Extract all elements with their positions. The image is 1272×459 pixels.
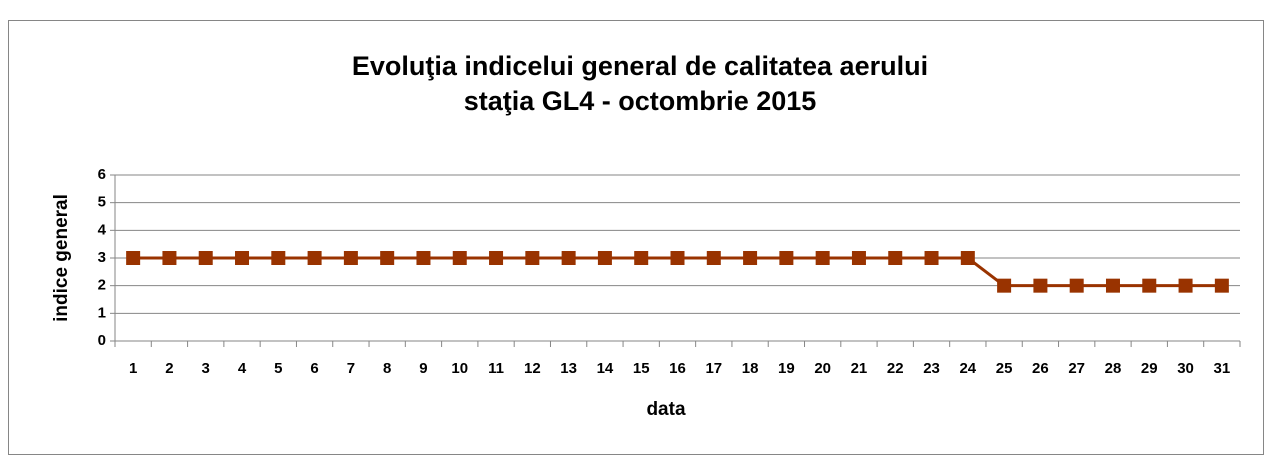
marker [1214,278,1229,293]
marker [452,251,467,265]
x-tick-label: 25 [996,360,1013,377]
x-tick-label: 13 [560,360,577,377]
marker [162,251,177,265]
x-tick-label: 30 [1177,360,1194,377]
x-tick-label: 18 [742,360,759,377]
x-tick-label: 19 [778,360,795,377]
y-tick-label: 1 [98,304,106,321]
x-tick-label: 1 [129,360,137,377]
y-tick-label: 0 [98,332,106,349]
marker [706,251,721,265]
marker [271,251,286,265]
x-tick-label: 15 [633,360,650,377]
marker [634,251,649,265]
x-tick-label: 7 [347,360,355,377]
marker [597,251,612,265]
marker [416,251,431,265]
x-tick-label: 27 [1068,360,1085,377]
x-tick-label: 4 [238,360,247,377]
marker [960,251,975,265]
marker [743,251,758,265]
marker [235,251,250,265]
x-tick-label: 5 [274,360,282,377]
x-tick-label: 28 [1105,360,1122,377]
x-tick-label: 11 [488,360,504,377]
x-tick-label: 29 [1141,360,1158,377]
marker [815,251,830,265]
x-tick-label: 21 [851,360,868,377]
marker [343,251,358,265]
marker [924,251,939,265]
marker [888,251,903,265]
marker [198,251,213,265]
marker [1033,278,1048,293]
x-tick-label: 16 [669,360,686,377]
y-tick-label: 4 [98,221,107,238]
x-tick-label: 8 [383,360,391,377]
marker [126,251,141,265]
chart-title: Evoluţia indicelui general de calitatea … [352,51,928,81]
x-tick-label: 17 [705,360,722,377]
x-tick-label: 31 [1214,360,1231,377]
y-tick-label: 3 [98,249,106,266]
x-tick-label: 2 [165,360,173,377]
marker [1178,278,1193,293]
marker [779,251,794,265]
marker [1142,278,1157,293]
y-tick-label: 2 [98,277,106,294]
marker [380,251,395,265]
x-tick-label: 20 [814,360,831,377]
y-tick-label: 6 [98,166,106,183]
marker [1069,278,1084,293]
x-tick-label: 3 [202,360,210,377]
y-axis-label: indice general [51,194,72,322]
x-tick-label: 22 [887,360,904,377]
marker [1105,278,1120,293]
marker [851,251,866,265]
x-tick-label: 12 [524,360,541,377]
chart-subtitle: staţia GL4 - octombrie 2015 [464,86,817,116]
marker [525,251,540,265]
x-tick-label: 6 [310,360,318,377]
marker [489,251,504,265]
y-tick-label: 5 [98,194,106,211]
x-tick-label: 26 [1032,360,1049,377]
x-tick-label: 23 [923,360,940,377]
marker [670,251,685,265]
marker [997,278,1012,293]
marker [307,251,322,265]
x-tick-label: 10 [451,360,468,377]
marker [561,251,576,265]
x-tick-label: 9 [419,360,427,377]
x-axis-label: data [646,399,686,420]
x-tick-label: 24 [959,360,976,377]
x-tick-label: 14 [597,360,614,377]
chart-border [8,20,1264,455]
